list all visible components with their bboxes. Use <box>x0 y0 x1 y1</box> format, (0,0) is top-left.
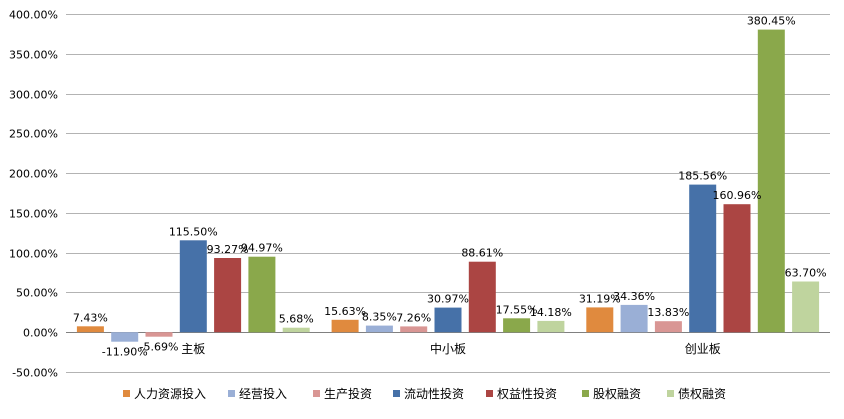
bar <box>586 307 614 333</box>
data-label: 30.97% <box>427 293 469 306</box>
bars <box>76 29 820 342</box>
bar <box>179 240 207 333</box>
y-axis-tick-labels: -50.00% 0.00% 50.00% 100.00% 150.00% 200.00% 2… <box>9 9 58 380</box>
bar <box>654 321 682 333</box>
data-label: 31.19% <box>579 292 621 305</box>
y-tick-label: 350.00% <box>9 49 58 62</box>
data-label: 380.45% <box>747 15 796 28</box>
data-label: 5.68% <box>279 313 314 326</box>
data-label: 160.96% <box>713 189 762 202</box>
data-labels: 7.43% -11.90%-5.69% 115.50% 93.27%94.97% 5.6… <box>73 15 827 359</box>
legend: 人力资源投入 经营投入 生产投资 流动性投资 权益性投资 股权融资 债权融资 <box>123 386 726 401</box>
legend-label: 股权融资 <box>593 387 641 401</box>
bar <box>757 29 785 333</box>
data-label: 13.83% <box>647 306 689 319</box>
data-label: 115.50% <box>169 225 218 238</box>
data-label: 34.36% <box>613 290 655 303</box>
bar <box>792 281 820 333</box>
legend-swatch <box>582 390 589 397</box>
legend-swatch <box>123 390 130 397</box>
category-label: 创业板 <box>685 342 721 356</box>
data-label: 7.43% <box>73 311 108 324</box>
bar <box>111 332 139 342</box>
legend-swatch <box>393 390 400 397</box>
legend-swatch <box>313 390 320 397</box>
y-tick-label: 250.00% <box>9 128 58 141</box>
legend-swatch <box>228 390 235 397</box>
legend-label: 流动性投资 <box>404 386 464 401</box>
bar <box>620 304 648 333</box>
data-label: 185.56% <box>678 170 727 183</box>
legend-swatch <box>486 390 493 397</box>
category-label: 中小板 <box>430 341 466 356</box>
y-tick-label: 300.00% <box>9 89 58 102</box>
legend-label: 生产投资 <box>324 386 372 401</box>
legend-swatch <box>667 390 674 397</box>
bar <box>503 318 531 333</box>
y-tick-label: 200.00% <box>9 168 58 181</box>
bar <box>400 326 428 333</box>
bar <box>537 320 565 333</box>
legend-label: 债权融资 <box>678 387 726 401</box>
bar <box>689 184 717 333</box>
bar <box>434 307 462 333</box>
y-tick-label: 400.00% <box>9 9 58 22</box>
bar <box>468 261 496 333</box>
data-label: 15.63% <box>324 305 366 318</box>
data-label: -5.69% <box>140 341 179 354</box>
bar <box>365 325 393 333</box>
bar <box>145 332 173 337</box>
bar <box>331 319 359 333</box>
bar <box>248 256 276 333</box>
data-label: 63.70% <box>785 267 827 280</box>
data-label: 17.55% <box>496 303 538 316</box>
y-tick-label: -50.00% <box>12 367 58 380</box>
data-label: 14.18% <box>530 306 572 319</box>
y-tick-label: 50.00% <box>16 287 58 300</box>
legend-label: 人力资源投入 <box>134 386 206 401</box>
bar <box>282 327 310 333</box>
data-label: 8.35% <box>362 311 397 324</box>
bar <box>723 204 751 333</box>
bar <box>214 258 242 333</box>
bar <box>76 326 104 333</box>
legend-label: 经营投入 <box>239 386 287 401</box>
y-tick-label: 100.00% <box>9 248 58 261</box>
category-labels: 主板 中小板 创业板 <box>181 341 720 356</box>
data-label: 88.61% <box>461 247 503 260</box>
data-label: 93.27% <box>207 243 249 256</box>
data-label: -11.90% <box>102 346 148 359</box>
data-label: 94.97% <box>241 242 283 255</box>
legend-label: 权益性投资 <box>497 386 557 401</box>
y-tick-label: 0.00% <box>23 327 58 340</box>
category-label: 主板 <box>181 342 205 356</box>
data-label: 7.26% <box>396 311 431 324</box>
y-tick-label: 150.00% <box>9 208 58 221</box>
